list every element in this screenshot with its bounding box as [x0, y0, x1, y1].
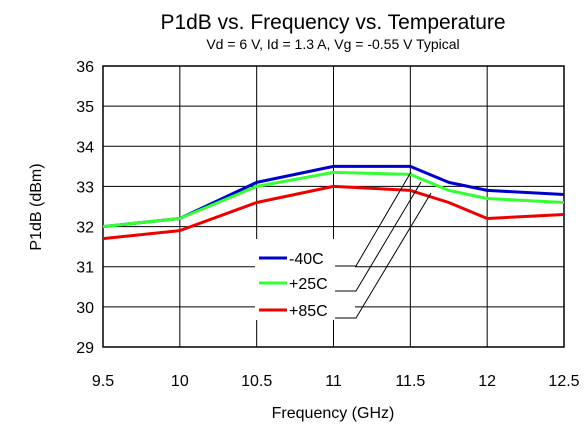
x-tick-label: 12 — [478, 373, 496, 390]
y-tick-label: 34 — [76, 139, 94, 156]
x-tick-label: 11 — [325, 373, 342, 390]
grid-lines — [102, 65, 565, 348]
y-axis-label: P1dB (dBm) — [28, 163, 45, 250]
legend-label-0: -40C — [289, 251, 324, 268]
y-tick-label: 31 — [76, 260, 94, 277]
series-line-2 — [102, 184, 565, 241]
legend-leader-lines — [335, 171, 432, 319]
legend-leader-line — [335, 181, 422, 292]
legend-leader-line — [335, 192, 432, 319]
series-lines — [102, 164, 565, 241]
legend-label-2: +85C — [289, 303, 328, 320]
chart-title: P1dB vs. Frequency vs. Temperature — [160, 11, 505, 34]
x-tick-label: 10 — [171, 373, 189, 390]
y-tick-label: 32 — [76, 220, 94, 237]
x-axis-ticks: 9.5 10 10.5 11 11.5 12 12.5 — [92, 373, 580, 390]
y-axis-ticks: 29 30 31 32 33 34 35 36 — [76, 59, 94, 357]
y-tick-label: 29 — [76, 340, 94, 357]
legend-label-1: +25C — [289, 276, 328, 293]
x-tick-label: 12.5 — [548, 373, 579, 390]
chart-subtitle: Vd = 6 V, Id = 1.3 A, Vg = -0.55 V Typic… — [206, 36, 459, 52]
x-tick-label: 10.5 — [241, 373, 272, 390]
legend-background — [255, 239, 355, 320]
y-tick-label: 36 — [76, 59, 94, 76]
legend-leader-line — [335, 171, 412, 267]
y-tick-label: 35 — [76, 99, 94, 116]
x-tick-label: 11.5 — [395, 373, 425, 390]
y-tick-label: 33 — [76, 179, 94, 196]
plot-frame — [102, 65, 565, 348]
legend: -40C +25C +85C — [255, 171, 432, 320]
series-line-1 — [102, 170, 565, 229]
x-tick-label: 9.5 — [92, 373, 114, 390]
x-axis-label: Frequency (GHz) — [272, 405, 395, 422]
y-tick-label: 30 — [76, 300, 94, 317]
